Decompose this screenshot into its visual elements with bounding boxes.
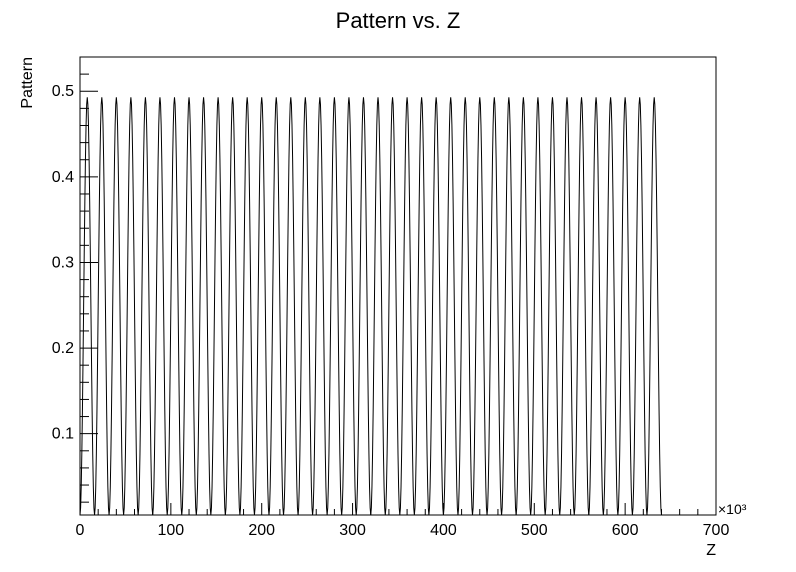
- x-axis-label: Z: [706, 542, 716, 559]
- x-tick-label: 400: [430, 522, 457, 539]
- x-tick-label: 300: [339, 522, 366, 539]
- y-tick-label: 0.2: [52, 340, 74, 357]
- x-tick-label: 700: [703, 522, 730, 539]
- x-tick-label: 100: [158, 522, 185, 539]
- axes: 0 100 200 300 400 500 600 700 0.1 0.2 0.3 0.4 0.5: [52, 56, 730, 539]
- y-tick-label: 0.1: [52, 426, 74, 443]
- x-axis-multiplier: ×10³: [718, 501, 747, 517]
- y-tick-label: 0.5: [52, 83, 74, 100]
- x-tick-label: 600: [612, 522, 639, 539]
- y-tick-label: 0.4: [52, 169, 74, 186]
- y-tick-label: 0.3: [52, 254, 74, 271]
- y-axis-label: Pattern: [19, 57, 36, 109]
- plot-frame: [79, 56, 717, 516]
- x-tick-label: 0: [76, 522, 85, 539]
- series-line: [79, 97, 662, 516]
- plot-area: [79, 97, 716, 516]
- chart-title: Pattern vs. Z: [336, 8, 461, 33]
- x-tick-label: 500: [521, 522, 548, 539]
- x-tick-label: 200: [248, 522, 275, 539]
